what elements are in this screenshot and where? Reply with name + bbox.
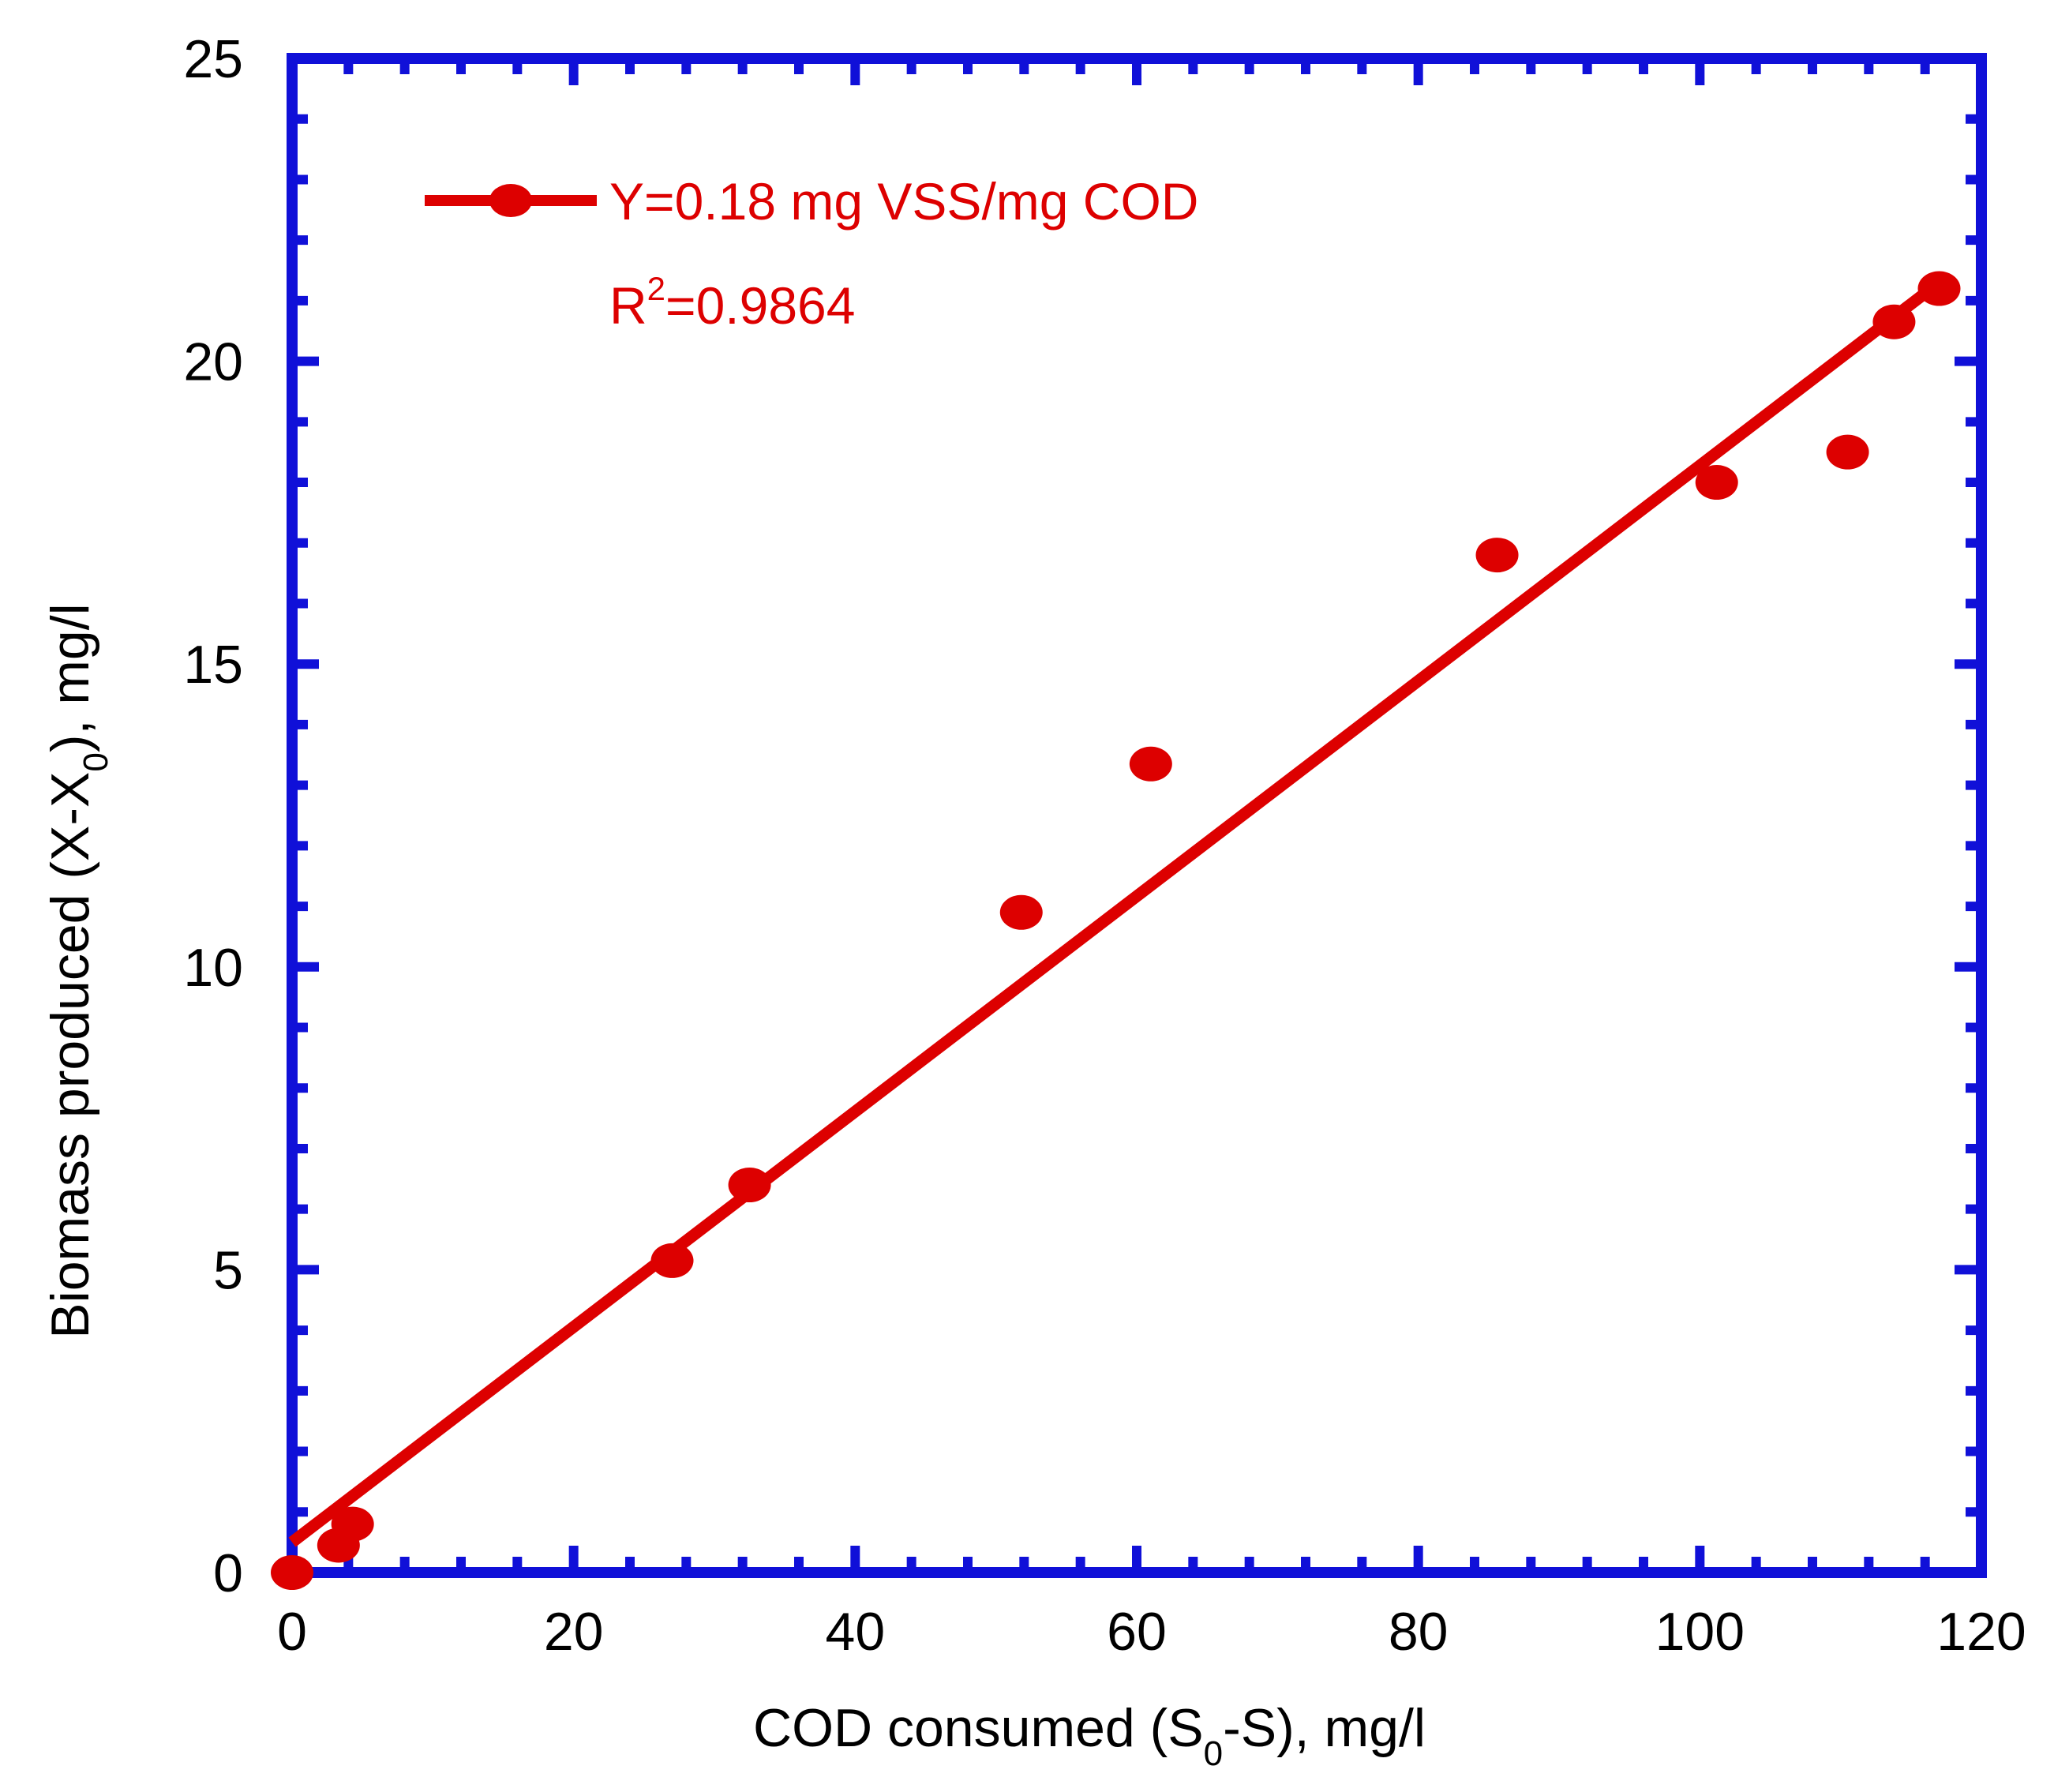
x-axis-title-subscript: 0 — [1204, 1734, 1223, 1773]
y-tick-label: 10 — [183, 938, 243, 998]
r-squared-annotation: R2=0.9864 — [609, 270, 855, 335]
data-point — [650, 1243, 694, 1278]
y-tick-label: 5 — [213, 1240, 243, 1300]
y-axis-title-suffix: ), mg/l — [40, 603, 100, 752]
data-point — [1695, 465, 1738, 500]
x-tick-label: 20 — [544, 1602, 604, 1662]
data-point — [331, 1506, 374, 1542]
y-axis-title-prefix: Biomass produced (X-X — [40, 772, 100, 1339]
data-point — [1826, 434, 1869, 470]
y-tick-label: 15 — [183, 635, 243, 695]
y-tick-label: 0 — [213, 1543, 243, 1603]
y-tick-label: 20 — [183, 332, 243, 392]
tick-labels: 0 20 40 60 80 100 120 0 5 10 15 20 25 — [183, 29, 2026, 1662]
x-axis-title: COD consumed (S0-S), mg/l — [753, 1698, 1426, 1773]
data-point — [1129, 746, 1172, 782]
r-squared-letter: R — [609, 276, 647, 335]
data-point — [728, 1167, 771, 1202]
x-tick-label: 0 — [277, 1602, 307, 1662]
y-axis-title: Biomass produced (X-X0), mg/l — [40, 603, 115, 1338]
x-axis-title-suffix: -S), mg/l — [1223, 1698, 1426, 1758]
x-tick-label: 120 — [1936, 1602, 2026, 1662]
data-point — [271, 1555, 313, 1590]
x-axis-title-prefix: COD consumed (S — [753, 1698, 1204, 1758]
legend-marker — [489, 184, 532, 217]
legend-label: Y=0.18 mg VSS/mg COD — [609, 172, 1198, 231]
y-tick-label: 25 — [183, 29, 243, 89]
x-tick-label: 80 — [1389, 1602, 1449, 1662]
plot-frame — [287, 53, 1987, 1578]
regression-line — [288, 277, 1943, 1547]
x-tick-label: 60 — [1107, 1602, 1167, 1662]
legend: Y=0.18 mg VSS/mg COD R2=0.9864 — [425, 172, 1198, 335]
r-squared-superscript: 2 — [647, 270, 665, 307]
data-point — [1872, 304, 1916, 339]
data-point — [1917, 271, 1961, 306]
data-point — [1475, 538, 1519, 573]
data-point — [999, 894, 1043, 930]
r-squared-value: =0.9864 — [665, 276, 855, 335]
x-tick-label: 40 — [826, 1602, 886, 1662]
data-points — [271, 271, 1961, 1590]
y-axis-title-subscript: 0 — [77, 752, 115, 771]
x-tick-label: 100 — [1655, 1602, 1745, 1662]
